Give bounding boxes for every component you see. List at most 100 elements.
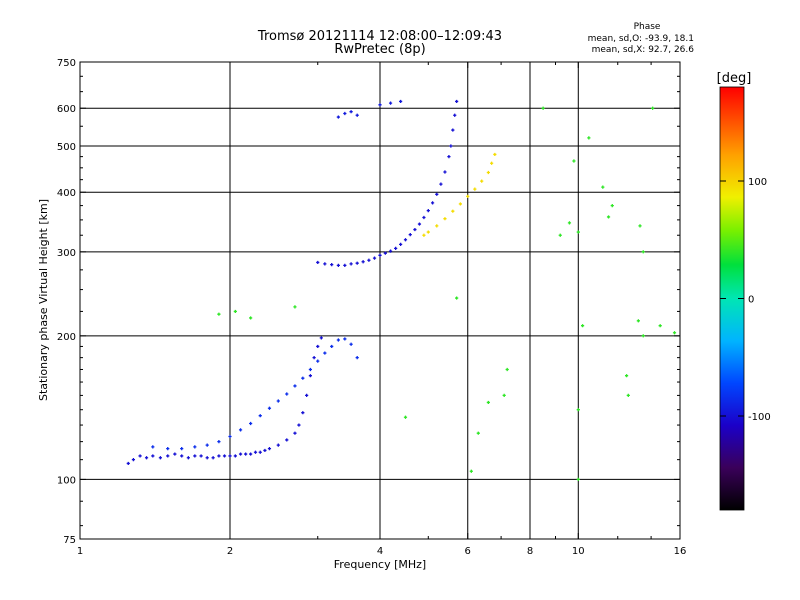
data-point (308, 367, 313, 372)
data-point (228, 454, 232, 458)
data-point (166, 447, 170, 451)
data-point (383, 251, 387, 255)
data-point (297, 423, 301, 427)
data-point (258, 414, 262, 418)
data-point (361, 260, 365, 264)
data-point (426, 209, 430, 213)
data-point (305, 393, 309, 398)
data-point (238, 428, 243, 432)
data-point (606, 215, 611, 219)
phase-info-o: mean, sd,O: -93.9, 18.1 (588, 34, 694, 44)
data-point (316, 260, 320, 265)
data-point (343, 337, 347, 341)
x-tick-label: 16 (674, 546, 687, 557)
data-point (453, 113, 457, 117)
y-tick-label: 400 (57, 188, 76, 199)
data-point (233, 454, 237, 458)
data-point (486, 170, 490, 175)
data-point (301, 411, 305, 415)
data-point (451, 128, 455, 132)
data-point (426, 230, 430, 234)
data-point (253, 450, 258, 454)
data-point (308, 374, 313, 378)
x-tick-label: 4 (377, 546, 383, 557)
x-axis-label: Frequency [MHz] (334, 558, 426, 571)
y-tick-label: 100 (57, 475, 76, 486)
data-point (323, 262, 327, 266)
data-point (319, 336, 323, 340)
data-point (217, 440, 221, 444)
y-tick-label: 500 (57, 142, 76, 153)
data-point (388, 101, 393, 105)
data-point (193, 454, 197, 458)
data-point (238, 452, 243, 456)
x-tick-label: 1 (77, 546, 83, 557)
data-point (293, 305, 297, 309)
data-point (330, 263, 334, 267)
data-point (355, 356, 359, 360)
data-point (641, 334, 645, 338)
x-tick-label: 2 (227, 546, 233, 557)
data-point (355, 261, 359, 265)
data-point (430, 201, 435, 205)
data-point (435, 224, 439, 228)
data-point (151, 454, 155, 458)
data-point (422, 233, 426, 237)
data-point (422, 215, 426, 220)
data-point (435, 192, 439, 196)
colorbar-tick-label: -100 (748, 412, 771, 423)
data-point (222, 454, 227, 458)
data-point (323, 351, 327, 355)
data-point (367, 258, 371, 262)
colorbar: [deg] 100 0 -100 (717, 71, 771, 511)
chart-title: Tromsø 20121114 12:08:00–12:09:43 (257, 29, 502, 44)
data-point (301, 376, 305, 380)
data-point (493, 152, 497, 157)
data-point (166, 454, 170, 458)
data-point (439, 182, 443, 186)
data-point (372, 256, 377, 260)
data-point (476, 431, 480, 435)
data-point (343, 111, 347, 116)
data-point (276, 399, 280, 403)
data-point (349, 342, 353, 346)
data-point (486, 400, 490, 405)
data-point (490, 161, 494, 165)
data-point (458, 202, 463, 206)
data-point (572, 159, 576, 163)
data-point (601, 185, 605, 189)
data-point (293, 431, 297, 435)
data-point (388, 249, 393, 253)
data-point (217, 312, 221, 316)
data-point (217, 454, 221, 458)
data-point (473, 187, 477, 191)
data-point (541, 106, 545, 110)
data-point (312, 356, 316, 360)
data-point (610, 203, 614, 208)
data-point (558, 233, 562, 237)
data-point (151, 445, 155, 449)
data-point (443, 217, 447, 221)
data-point (469, 469, 473, 473)
data-point (233, 309, 237, 314)
data-point (576, 477, 580, 482)
phase-info-x: mean, sd,X: 92.7, 26.6 (592, 45, 695, 55)
data-point (180, 454, 184, 458)
data-point (138, 454, 142, 458)
data-point (211, 456, 215, 460)
data-point (258, 450, 262, 454)
y-tick-label: 600 (57, 104, 76, 115)
data-point (131, 458, 136, 462)
data-point (199, 454, 203, 458)
y-tick-label: 75 (63, 535, 76, 546)
data-point (126, 461, 130, 466)
x-tick-label: 8 (527, 546, 533, 557)
data-point (180, 447, 184, 451)
x-tick-label: 10 (572, 546, 585, 557)
data-point (626, 393, 630, 398)
phase-info: Phase mean, sd,O: -93.9, 18.1 mean, sd,X… (588, 22, 695, 55)
data-point (158, 456, 163, 460)
data-point (355, 113, 359, 117)
y-axis-label: Stationary phase Virtual Height [km] (37, 199, 50, 401)
